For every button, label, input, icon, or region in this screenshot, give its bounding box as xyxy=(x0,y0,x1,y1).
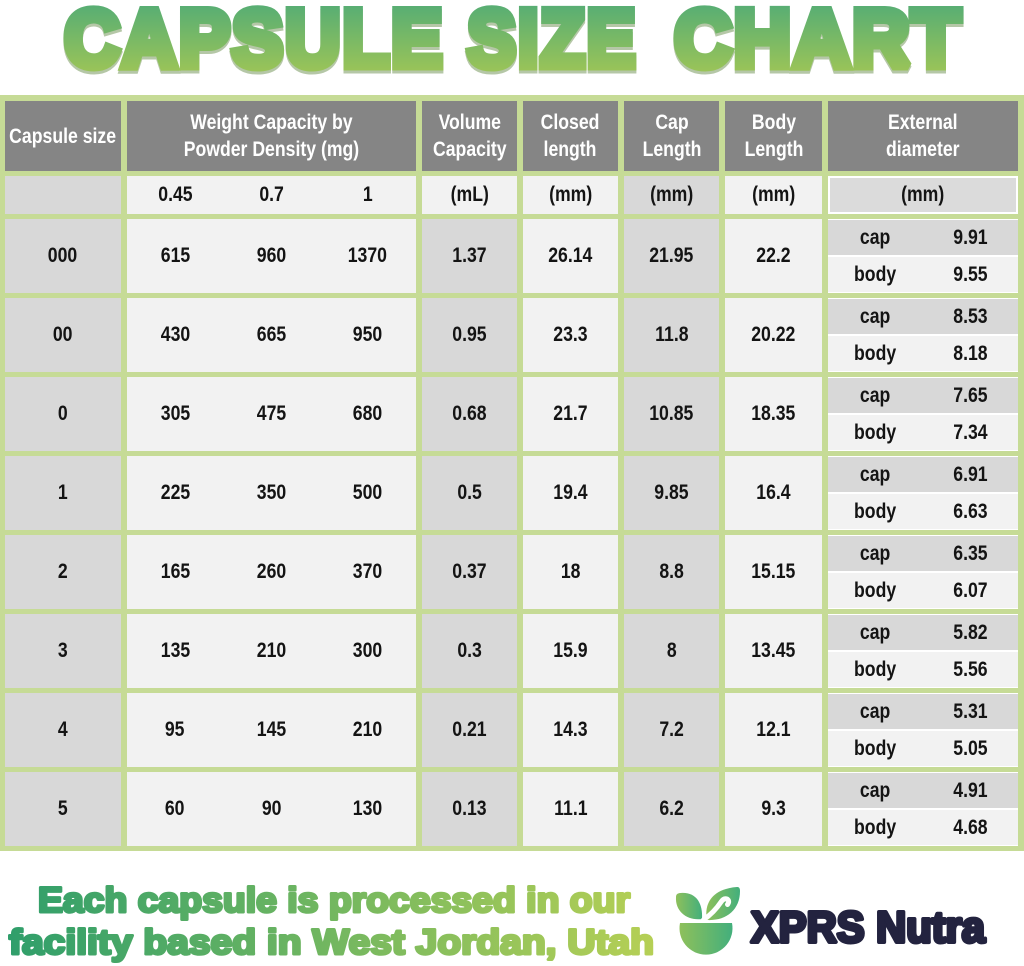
svg-text:CHART: CHART xyxy=(675,0,963,87)
svg-text:XPRS Nutra: XPRS Nutra xyxy=(751,903,985,952)
svg-text:Each capsule is processed in o: Each capsule is processed in our xyxy=(38,881,630,920)
svg-text:CAPSULE: CAPSULE xyxy=(65,0,445,87)
svg-text:facility based in West Jordan,: facility based in West Jordan, Utah xyxy=(9,923,654,962)
svg-text:CAPSULE: CAPSULE xyxy=(65,0,445,84)
svg-text:SIZE: SIZE xyxy=(468,0,638,87)
svg-text:CHART: CHART xyxy=(675,0,963,84)
svg-text:SIZE: SIZE xyxy=(468,0,638,84)
